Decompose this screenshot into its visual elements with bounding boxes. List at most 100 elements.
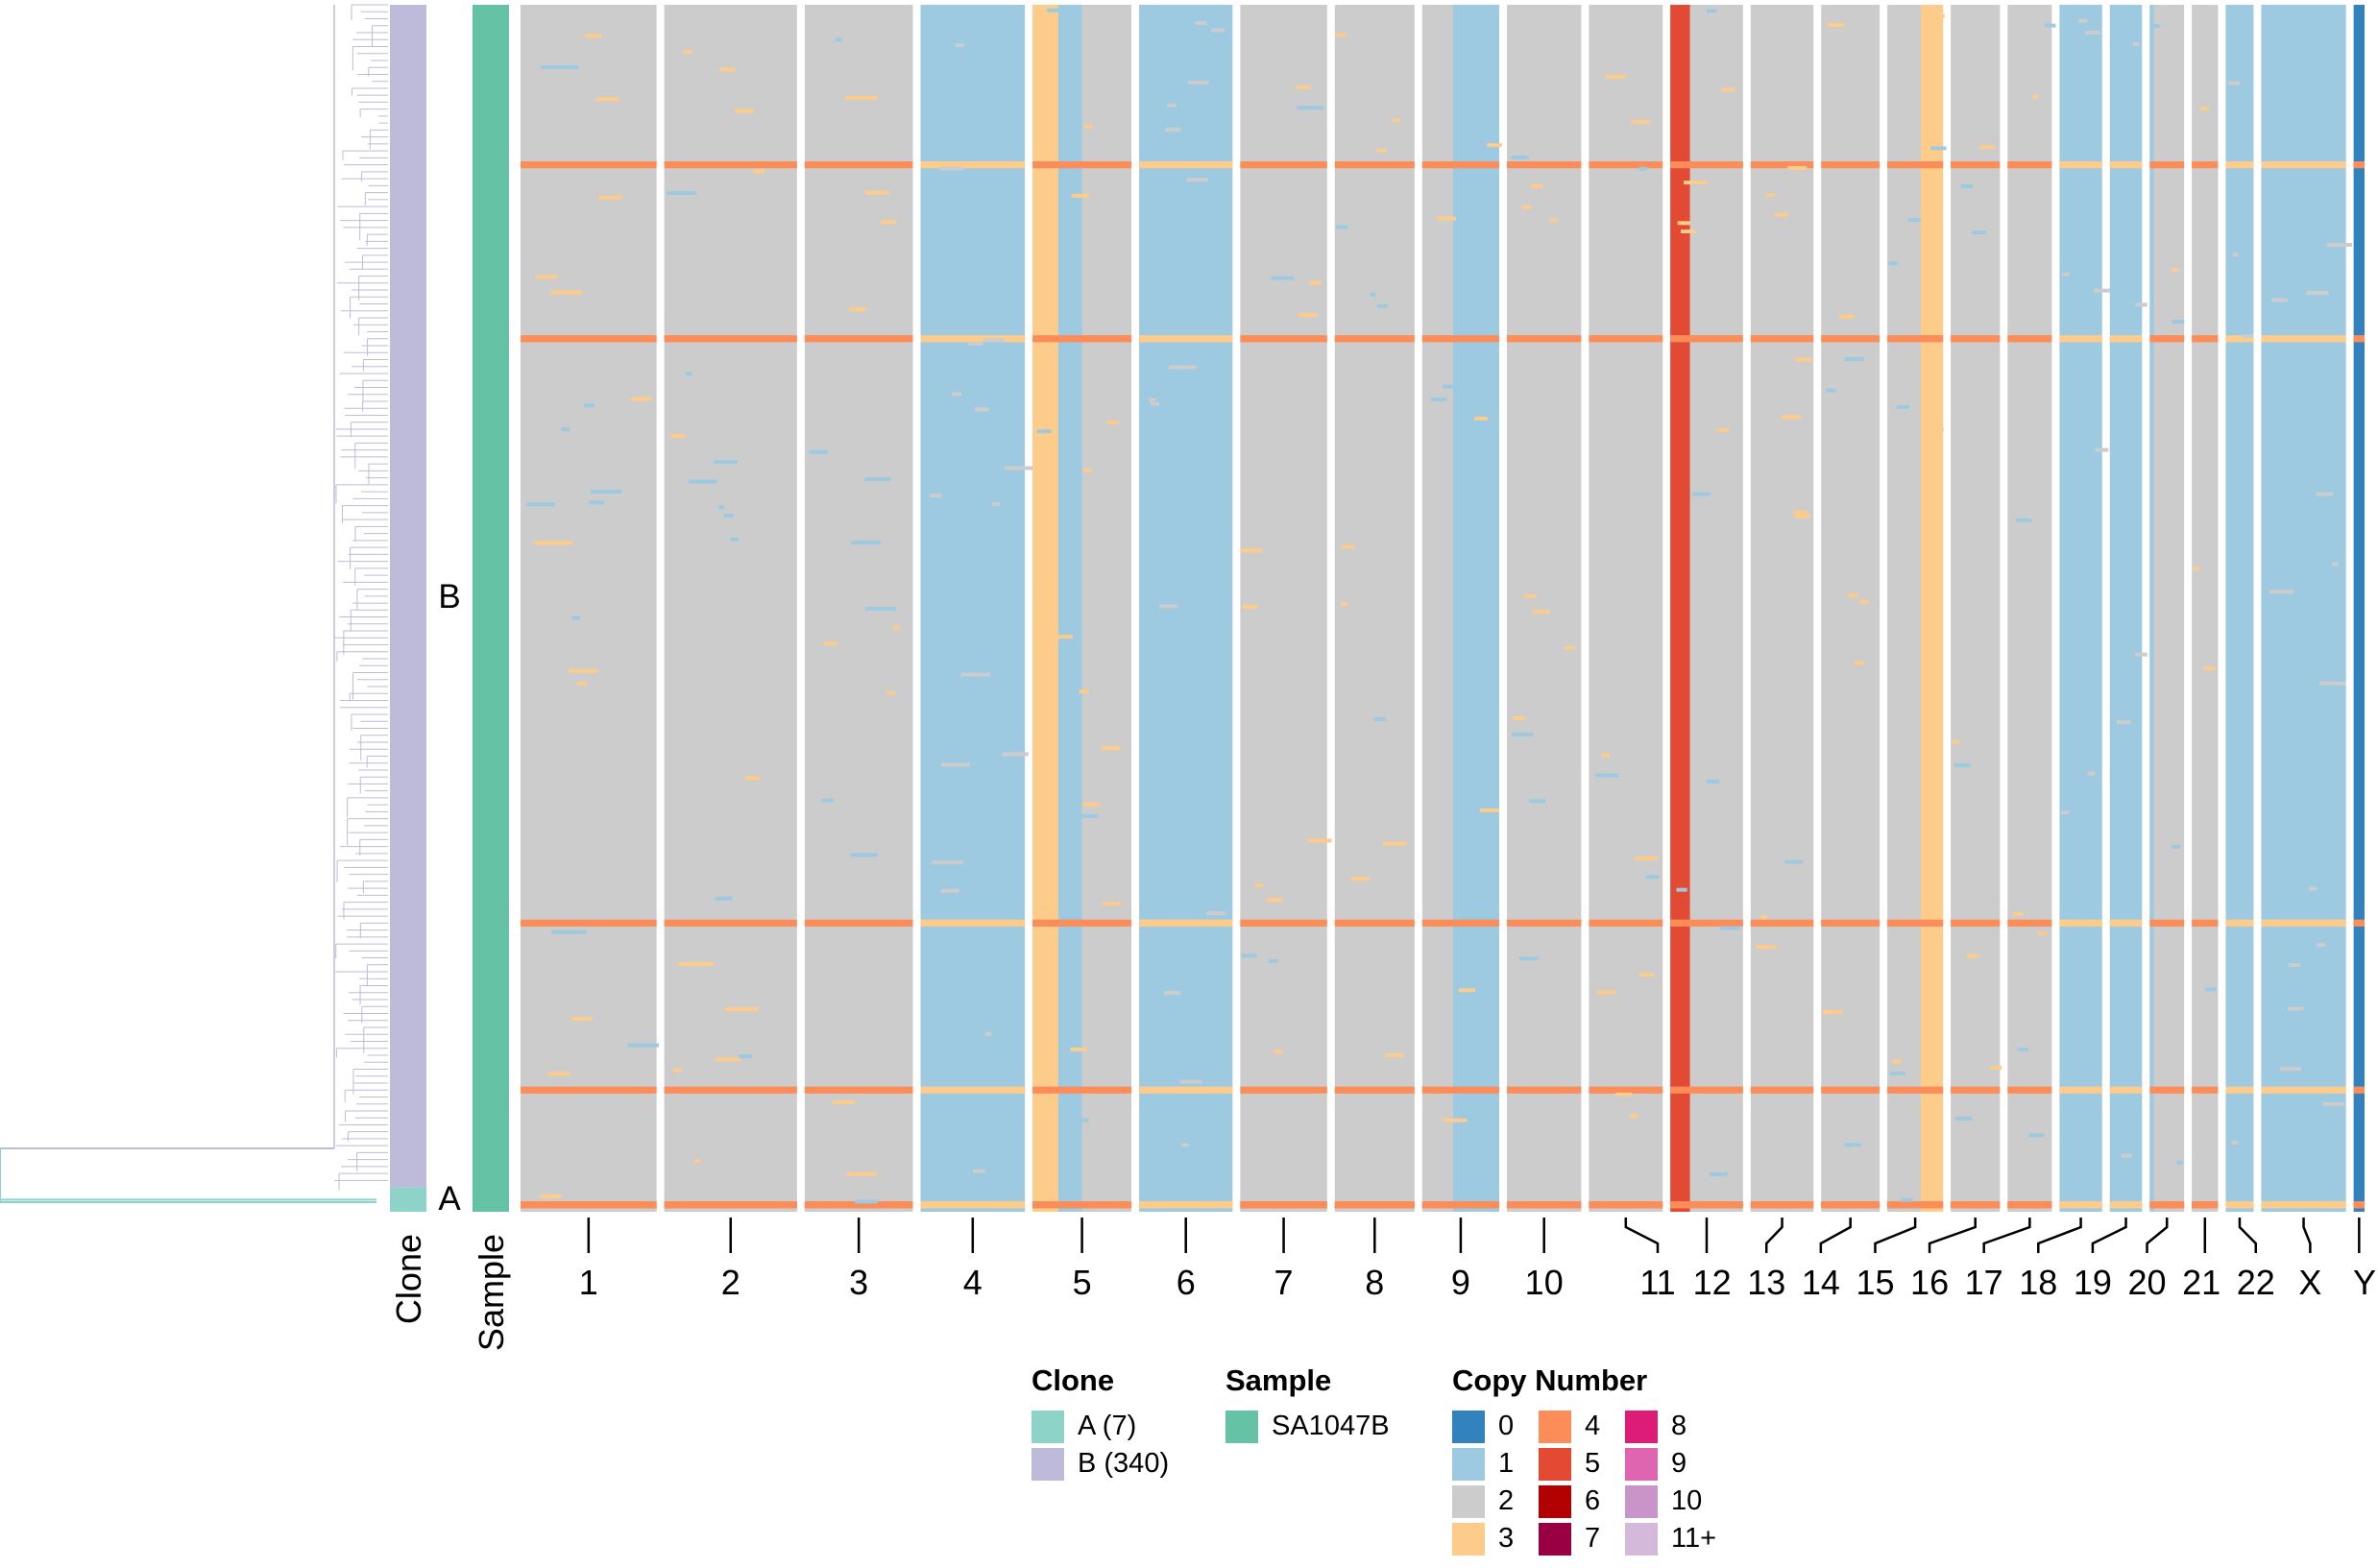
- chr-21-amp-row-0: [2192, 161, 2219, 169]
- chr-20-speckle: [2172, 320, 2185, 325]
- chr-11-amp-row-2: [1589, 919, 1663, 927]
- chr-21-amp-row-2: [2192, 919, 2219, 927]
- chromosome-21-block: [2192, 5, 2219, 1212]
- chr-9-speckle: [1475, 910, 1497, 915]
- chr-22-speckle: [2228, 81, 2241, 85]
- chr-7-speckle: [1241, 953, 1257, 958]
- chr-1-speckle: [550, 290, 583, 295]
- chr-13-speckle: [1760, 915, 1767, 920]
- chr-8-speckle: [1385, 1053, 1405, 1058]
- chromosome-20-block: [2149, 5, 2185, 1212]
- chr-13-speckle: [1766, 193, 1775, 198]
- chr-1-speckle: [561, 427, 570, 432]
- chr-6-amp-row-3: [1139, 1086, 1233, 1094]
- chr-4-speckle: [984, 1031, 992, 1036]
- chr-5-segment-0: [1032, 5, 1058, 1212]
- clone-legend: Clone A (7) B (340): [1031, 1363, 1169, 1483]
- chr-20-speckle: [2176, 1160, 2184, 1165]
- chr-8-amp-row-1: [1334, 335, 1415, 343]
- chr-Y-amp-row-2: [2353, 919, 2365, 927]
- chr-19-speckle: [2132, 42, 2140, 47]
- chr-9-speckle: [1443, 384, 1465, 389]
- chr-X-amp-row-0: [2261, 161, 2346, 169]
- chr-8-speckle: [1336, 225, 1348, 229]
- chr-2-speckle: [714, 460, 738, 465]
- chr-12-speckle: [1680, 229, 1696, 233]
- chr-5-speckle: [1046, 8, 1074, 12]
- chr-12-amp-row-0: [1670, 161, 1743, 169]
- chr-15-amp-row-1: [1887, 335, 1944, 343]
- chr-20-amp-row-0: [2149, 161, 2185, 169]
- chr-4-speckle: [952, 392, 962, 397]
- chr-1-speckle: [541, 64, 579, 69]
- chromosome-22-block: [2225, 5, 2254, 1212]
- chr-2-speckle: [744, 776, 761, 781]
- chr-5-amp-row-0: [1032, 161, 1132, 169]
- chr-1-speckle: [588, 500, 605, 505]
- chr-13-speckle: [1793, 510, 1808, 515]
- chr-X-speckle: [2317, 943, 2326, 948]
- chr-label-13: 13: [1747, 1263, 1785, 1302]
- chr-3-speckle: [881, 220, 897, 225]
- chr-label-3: 3: [849, 1263, 868, 1302]
- chromosome-17-block: [2007, 5, 2056, 1212]
- chr-21-amp-row-3: [2192, 1086, 2219, 1094]
- chr-4-amp-row-3: [920, 1086, 1026, 1094]
- chromosome-5-block: [1032, 5, 1132, 1212]
- chromosome-9-block: [1421, 5, 1502, 1212]
- chr-1-amp-row-1: [521, 335, 657, 343]
- chr-3-speckle: [849, 307, 866, 312]
- copy-number-label: 9: [1671, 1448, 1687, 1479]
- copy-number-legend-item: 11+: [1625, 1520, 1731, 1557]
- chr-15-segment-0: [1920, 5, 1944, 1212]
- copy-number-swatch: [1452, 1447, 1485, 1481]
- chr-17-speckle: [2028, 1133, 2045, 1138]
- copy-number-legend: Copy Number 0 1 2 3 4 5 6 7 8 9 10 11+: [1452, 1363, 1731, 1557]
- chr-2-speckle: [693, 1159, 701, 1164]
- copy-number-swatch: [1625, 1447, 1658, 1481]
- chr-11-amp-row-1: [1589, 335, 1663, 343]
- chr-2-speckle: [685, 372, 692, 376]
- chr-label-8: 8: [1365, 1263, 1384, 1302]
- chr-X-speckle: [2322, 1101, 2345, 1106]
- copy-number-legend-item: 5: [1539, 1445, 1625, 1483]
- chr-13-speckle: [1794, 514, 1810, 519]
- chr-2-speckle: [667, 191, 696, 196]
- chr-16-amp-row-0: [1951, 161, 2001, 169]
- chr-3-speckle: [844, 95, 878, 100]
- copy-number-legend-title: Copy Number: [1452, 1363, 1648, 1397]
- chr-20-speckle: [2172, 844, 2181, 849]
- chr-12-speckle: [1710, 1171, 1728, 1176]
- chr-4-speckle: [930, 493, 942, 497]
- chr-3-speckle: [850, 853, 878, 857]
- chr-12-speckle: [1684, 181, 1708, 185]
- chr-9-speckle: [1480, 808, 1500, 812]
- chr-1-amp-row-0: [521, 161, 657, 169]
- copy-number-swatch: [1539, 1410, 1571, 1443]
- chr-14-speckle: [1855, 661, 1864, 665]
- chr-12-amp-row-2: [1670, 919, 1743, 927]
- chr-7-speckle: [1296, 84, 1311, 89]
- chr-22-amp-row-5: [2225, 1201, 2254, 1209]
- chr-5-speckle: [1071, 193, 1090, 198]
- chr-7-speckle: [1240, 548, 1262, 553]
- chr-14-speckle: [1858, 599, 1869, 604]
- chr-7-amp-row-0: [1240, 161, 1327, 169]
- chr-20-amp-row-5: [2149, 1201, 2185, 1209]
- chr-10-speckle: [1524, 593, 1537, 598]
- copy-number-swatch: [1625, 1484, 1658, 1518]
- chr-17-speckle: [2045, 23, 2056, 28]
- chr-10-speckle: [1529, 799, 1546, 804]
- heatmap-body: [521, 5, 2365, 1212]
- copy-number-swatch: [1625, 1522, 1658, 1556]
- tick-chr-18: [2037, 1218, 2082, 1253]
- chr-Y-amp-row-0: [2353, 161, 2365, 169]
- chr-19-speckle: [2116, 720, 2131, 725]
- chr-21-speckle: [2204, 987, 2217, 992]
- copy-number-legend-items: 0 1 2 3 4 5 6 7 8 9 10 11+: [1452, 1408, 1731, 1557]
- chr-label-18: 18: [2019, 1263, 2057, 1302]
- copy-number-legend-item: 3: [1452, 1520, 1539, 1557]
- chr-2-amp-row-1: [664, 335, 797, 343]
- chr-6-speckle: [1163, 990, 1181, 995]
